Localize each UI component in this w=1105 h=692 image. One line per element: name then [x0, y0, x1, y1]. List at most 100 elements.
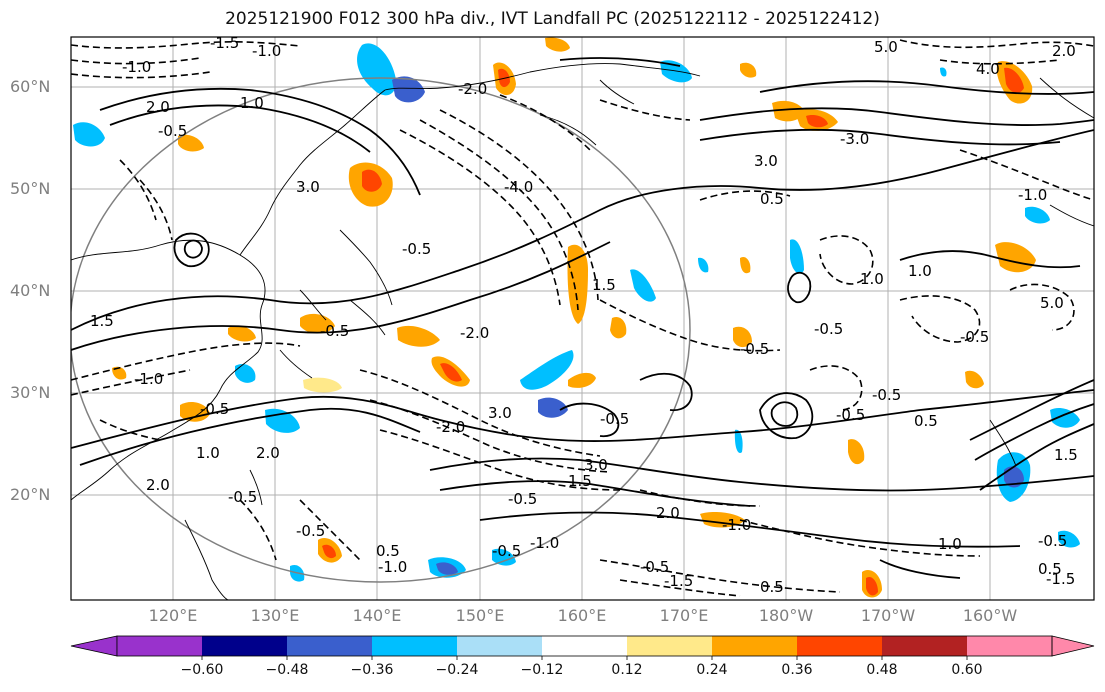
contour-label: -0.5: [740, 340, 769, 358]
contour-labels: -1.5 -1.0 -1.0 1.0 2.0 -0.5 3.0 -2.0 -4.…: [90, 34, 1078, 596]
lon-tick-label: 170°E: [659, 606, 709, 625]
colorbar-bin: [627, 636, 712, 656]
lat-tick-label: 40°N: [10, 281, 51, 300]
contour-label: 0.5: [914, 412, 938, 430]
contour-label: 2.0: [146, 476, 170, 494]
contour-label: 1.5: [1054, 446, 1078, 464]
contour-label: -1.0: [722, 516, 751, 534]
contour-label: -1.0: [252, 42, 281, 60]
contour-label: 1.0: [240, 94, 264, 112]
contour-label: 3.0: [488, 404, 512, 422]
contour-label: 5.0: [874, 38, 898, 56]
solid-contours: [71, 57, 1094, 579]
dashed-contours: [71, 39, 1094, 597]
contour-label: 2.0: [146, 98, 170, 116]
contour-label: 3.0: [584, 456, 608, 474]
contour-label: -0.5: [960, 328, 989, 346]
contour-label: 3.0: [296, 178, 320, 196]
coastlines: [71, 63, 1094, 600]
map-frame: [70, 36, 1095, 601]
contour-label: -1.0: [530, 534, 559, 552]
contour-label: -1.5: [210, 34, 239, 52]
colorbar-tick-label: −0.12: [520, 662, 564, 678]
divergence-shading: [73, 37, 1080, 598]
contour-label: 0.5: [376, 542, 400, 560]
contour-label: -0.5: [402, 240, 431, 258]
contour-label: -3.0: [840, 130, 869, 148]
lat-tick-label: 20°N: [10, 485, 51, 504]
contour-label: 4.0: [976, 60, 1000, 78]
lon-tick-label: 150°E: [455, 606, 505, 625]
lon-tick-label: 130°E: [250, 606, 300, 625]
contour-label: -2.0: [460, 324, 489, 342]
colorbar-bin: [797, 636, 882, 656]
contour-label: 1.5: [592, 276, 616, 294]
lon-tick-label: 170°W: [860, 606, 916, 625]
contour-label: -0.5: [228, 488, 257, 506]
contour-label: -1.5: [664, 572, 693, 590]
contour-label: -0.5: [872, 386, 901, 404]
range-circle: [71, 77, 691, 583]
lat-tick-label: 50°N: [10, 179, 51, 198]
contour-label: 2.0: [656, 504, 680, 522]
contour-label: -0.5: [1038, 532, 1067, 550]
contour-label: -4.0: [504, 178, 533, 196]
colorbar-tick-label: 0.24: [696, 662, 728, 678]
contour-label: -0.5: [640, 558, 669, 576]
colorbar-extend-low: [70, 635, 118, 657]
contour-label: -1.0: [1018, 186, 1047, 204]
lon-tick-label: 120°E: [148, 606, 198, 625]
colorbar-tick-label: 0.60: [951, 662, 983, 678]
colorbar-bin: [882, 636, 967, 656]
lon-tick-label: 140°E: [352, 606, 402, 625]
contour-label: 1.0: [860, 270, 884, 288]
contour-label: 1.5: [90, 312, 114, 330]
colorbar-tick-label: 0.36: [781, 662, 813, 678]
contour-label: 5.0: [1040, 294, 1064, 312]
contour-label: 1.0: [908, 262, 932, 280]
colorbar-bin: [117, 636, 202, 656]
colorbar: [70, 635, 1095, 660]
contour-label: -0.5: [836, 406, 865, 424]
colorbar-tick-label: −0.48: [265, 662, 309, 678]
contour-label: -0.5: [158, 122, 187, 140]
contour-label: -0.5: [492, 542, 521, 560]
lon-tick-label: 160°E: [557, 606, 607, 625]
colorbar-bin: [967, 636, 1052, 656]
graticule: [71, 37, 1094, 600]
contour-label: 2.0: [256, 444, 280, 462]
contour-label: 3.0: [754, 152, 778, 170]
contour-label: 2.0: [1052, 42, 1076, 60]
colorbar-tick-label: 0.12: [611, 662, 643, 678]
colorbar-bin: [457, 636, 542, 656]
colorbar-bin: [202, 636, 287, 656]
contour-label: -2.0: [436, 418, 465, 436]
colorbar-bin: [712, 636, 797, 656]
contour-label: -0.5: [200, 400, 229, 418]
contour-label: 1.0: [938, 535, 962, 553]
colorbar-bin: [372, 636, 457, 656]
colorbar-tick-label: 0.48: [866, 662, 898, 678]
lat-tick-label: 30°N: [10, 383, 51, 402]
contour-label: 0.5: [1038, 560, 1062, 578]
colorbar-tick-label: −0.60: [180, 662, 224, 678]
contour-label: -1.0: [378, 558, 407, 576]
contour-label: 1.5: [568, 472, 592, 490]
colorbar-tick-label: −0.36: [350, 662, 394, 678]
contour-label: -0.5: [508, 490, 537, 508]
contour-label: -0.5: [296, 522, 325, 540]
contour-label: -1.5: [1046, 570, 1075, 588]
chart-title: 2025121900 F012 300 hPa div., IVT Landfa…: [225, 9, 880, 29]
contour-label: -2.0: [458, 80, 487, 98]
colorbar-bin: [542, 636, 627, 656]
contour-label: -1.0: [134, 370, 163, 388]
contour-label: -1.0: [122, 58, 151, 76]
colorbar-outline: [116, 635, 1053, 657]
contour-label: 1.0: [196, 444, 220, 462]
lat-tick-label: 60°N: [10, 77, 51, 96]
colorbar-bin: [287, 636, 372, 656]
lon-tick-label: 160°W: [962, 606, 1018, 625]
contour-label: 0.5: [760, 578, 784, 596]
contour-label: 0.5: [760, 190, 784, 208]
